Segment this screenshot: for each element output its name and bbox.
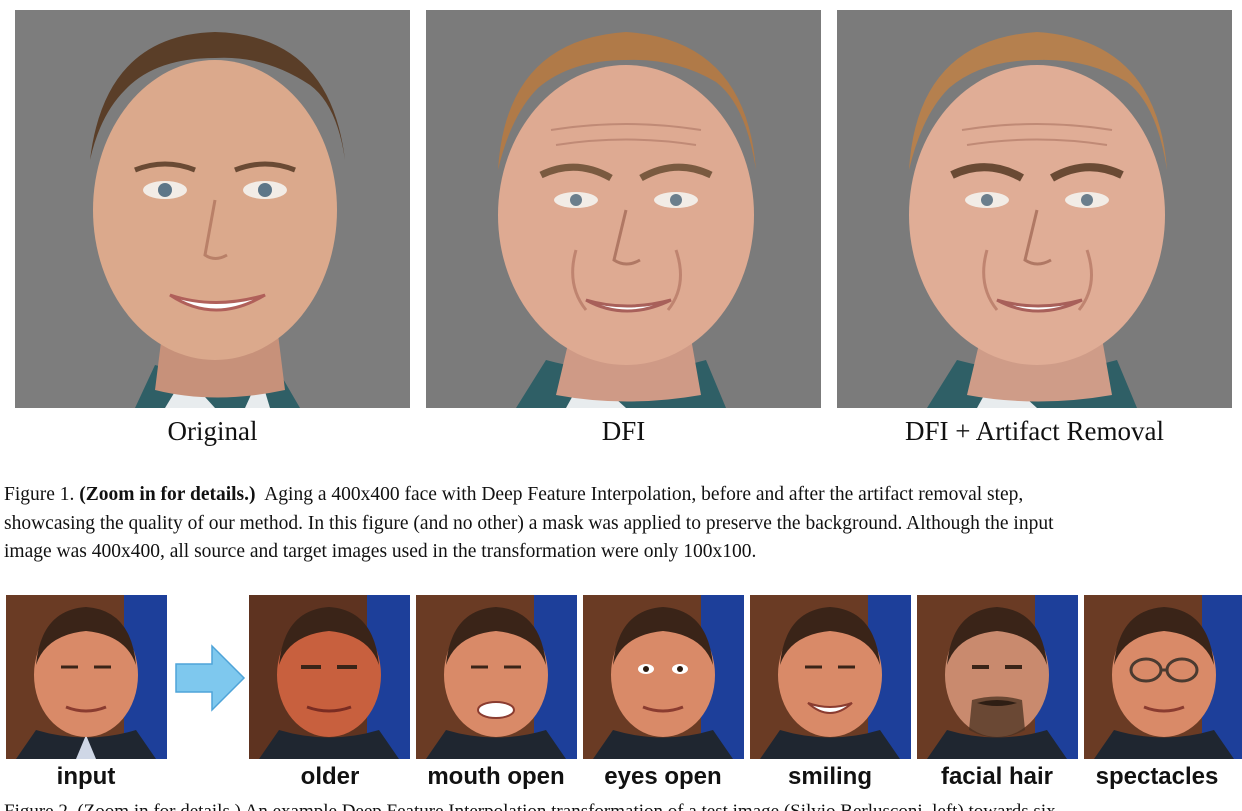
figure2-facial-hair-image (917, 595, 1078, 759)
berlusconi-eyes-open-photo (583, 595, 744, 759)
berlusconi-mouth-open-photo (416, 595, 577, 759)
figure1-caption-line2: showcasing the quality of our method. In… (4, 512, 1054, 534)
figure1-caption-line1: Figure 1. (Zoom in for details.) Aging a… (4, 481, 1242, 510)
figure2-label-eyes-open: eyes open (604, 763, 722, 790)
caption-line1-text: Aging a 400x400 face with Deep Feature I… (255, 484, 1024, 505)
figure2-spectacles-image (1084, 595, 1242, 759)
figure2-label-spectacles: spectacles (1095, 763, 1219, 790)
berlusconi-spectacles-photo (1084, 595, 1242, 759)
berlusconi-facial-hair-photo (917, 595, 1078, 759)
figure2-mouth-open-image (416, 595, 577, 759)
figure1-caption: Figure 1. (Zoom in for details.) Aging a… (4, 481, 1242, 567)
figure1-label-dfi-artifact-removal: DFI + Artifact Removal (905, 416, 1164, 446)
figure2-older-image (249, 595, 410, 759)
face-original-photo (15, 10, 410, 408)
berlusconi-smiling-photo (750, 595, 911, 759)
figure2-input-image (6, 595, 167, 759)
figure2-caption-partial: Figure 2. (Zoom in for details.) An exam… (4, 800, 1242, 811)
caption-bold: (Zoom in for details.) (79, 484, 256, 505)
berlusconi-older-photo (249, 595, 410, 759)
face-dfi-aged-photo (426, 10, 821, 408)
figure2-label-older: older (300, 763, 360, 790)
figure2-label-input: input (56, 763, 116, 790)
figure2-eyes-open-image (583, 595, 744, 759)
face-dfi-cleaned-photo (837, 10, 1232, 408)
figure1-dfi-artifact-removal-image (837, 10, 1232, 408)
caption-prefix: Figure 1. (4, 484, 80, 505)
figure2-label-smiling: smiling (787, 763, 872, 790)
figure2-smiling-image (750, 595, 911, 759)
figure1-label-original: Original (167, 416, 258, 446)
figure1-dfi-image (426, 10, 821, 408)
figure2-label-facial-hair: facial hair (940, 763, 1054, 790)
figure2-label-mouth-open: mouth open (427, 763, 565, 790)
figure1-label-dfi: DFI (601, 416, 646, 446)
figure1-caption-line3: image was 400x400, all source and target… (4, 541, 757, 562)
figure1-original-image (15, 10, 410, 408)
berlusconi-input-photo (6, 595, 167, 759)
right-arrow-icon (175, 644, 246, 712)
